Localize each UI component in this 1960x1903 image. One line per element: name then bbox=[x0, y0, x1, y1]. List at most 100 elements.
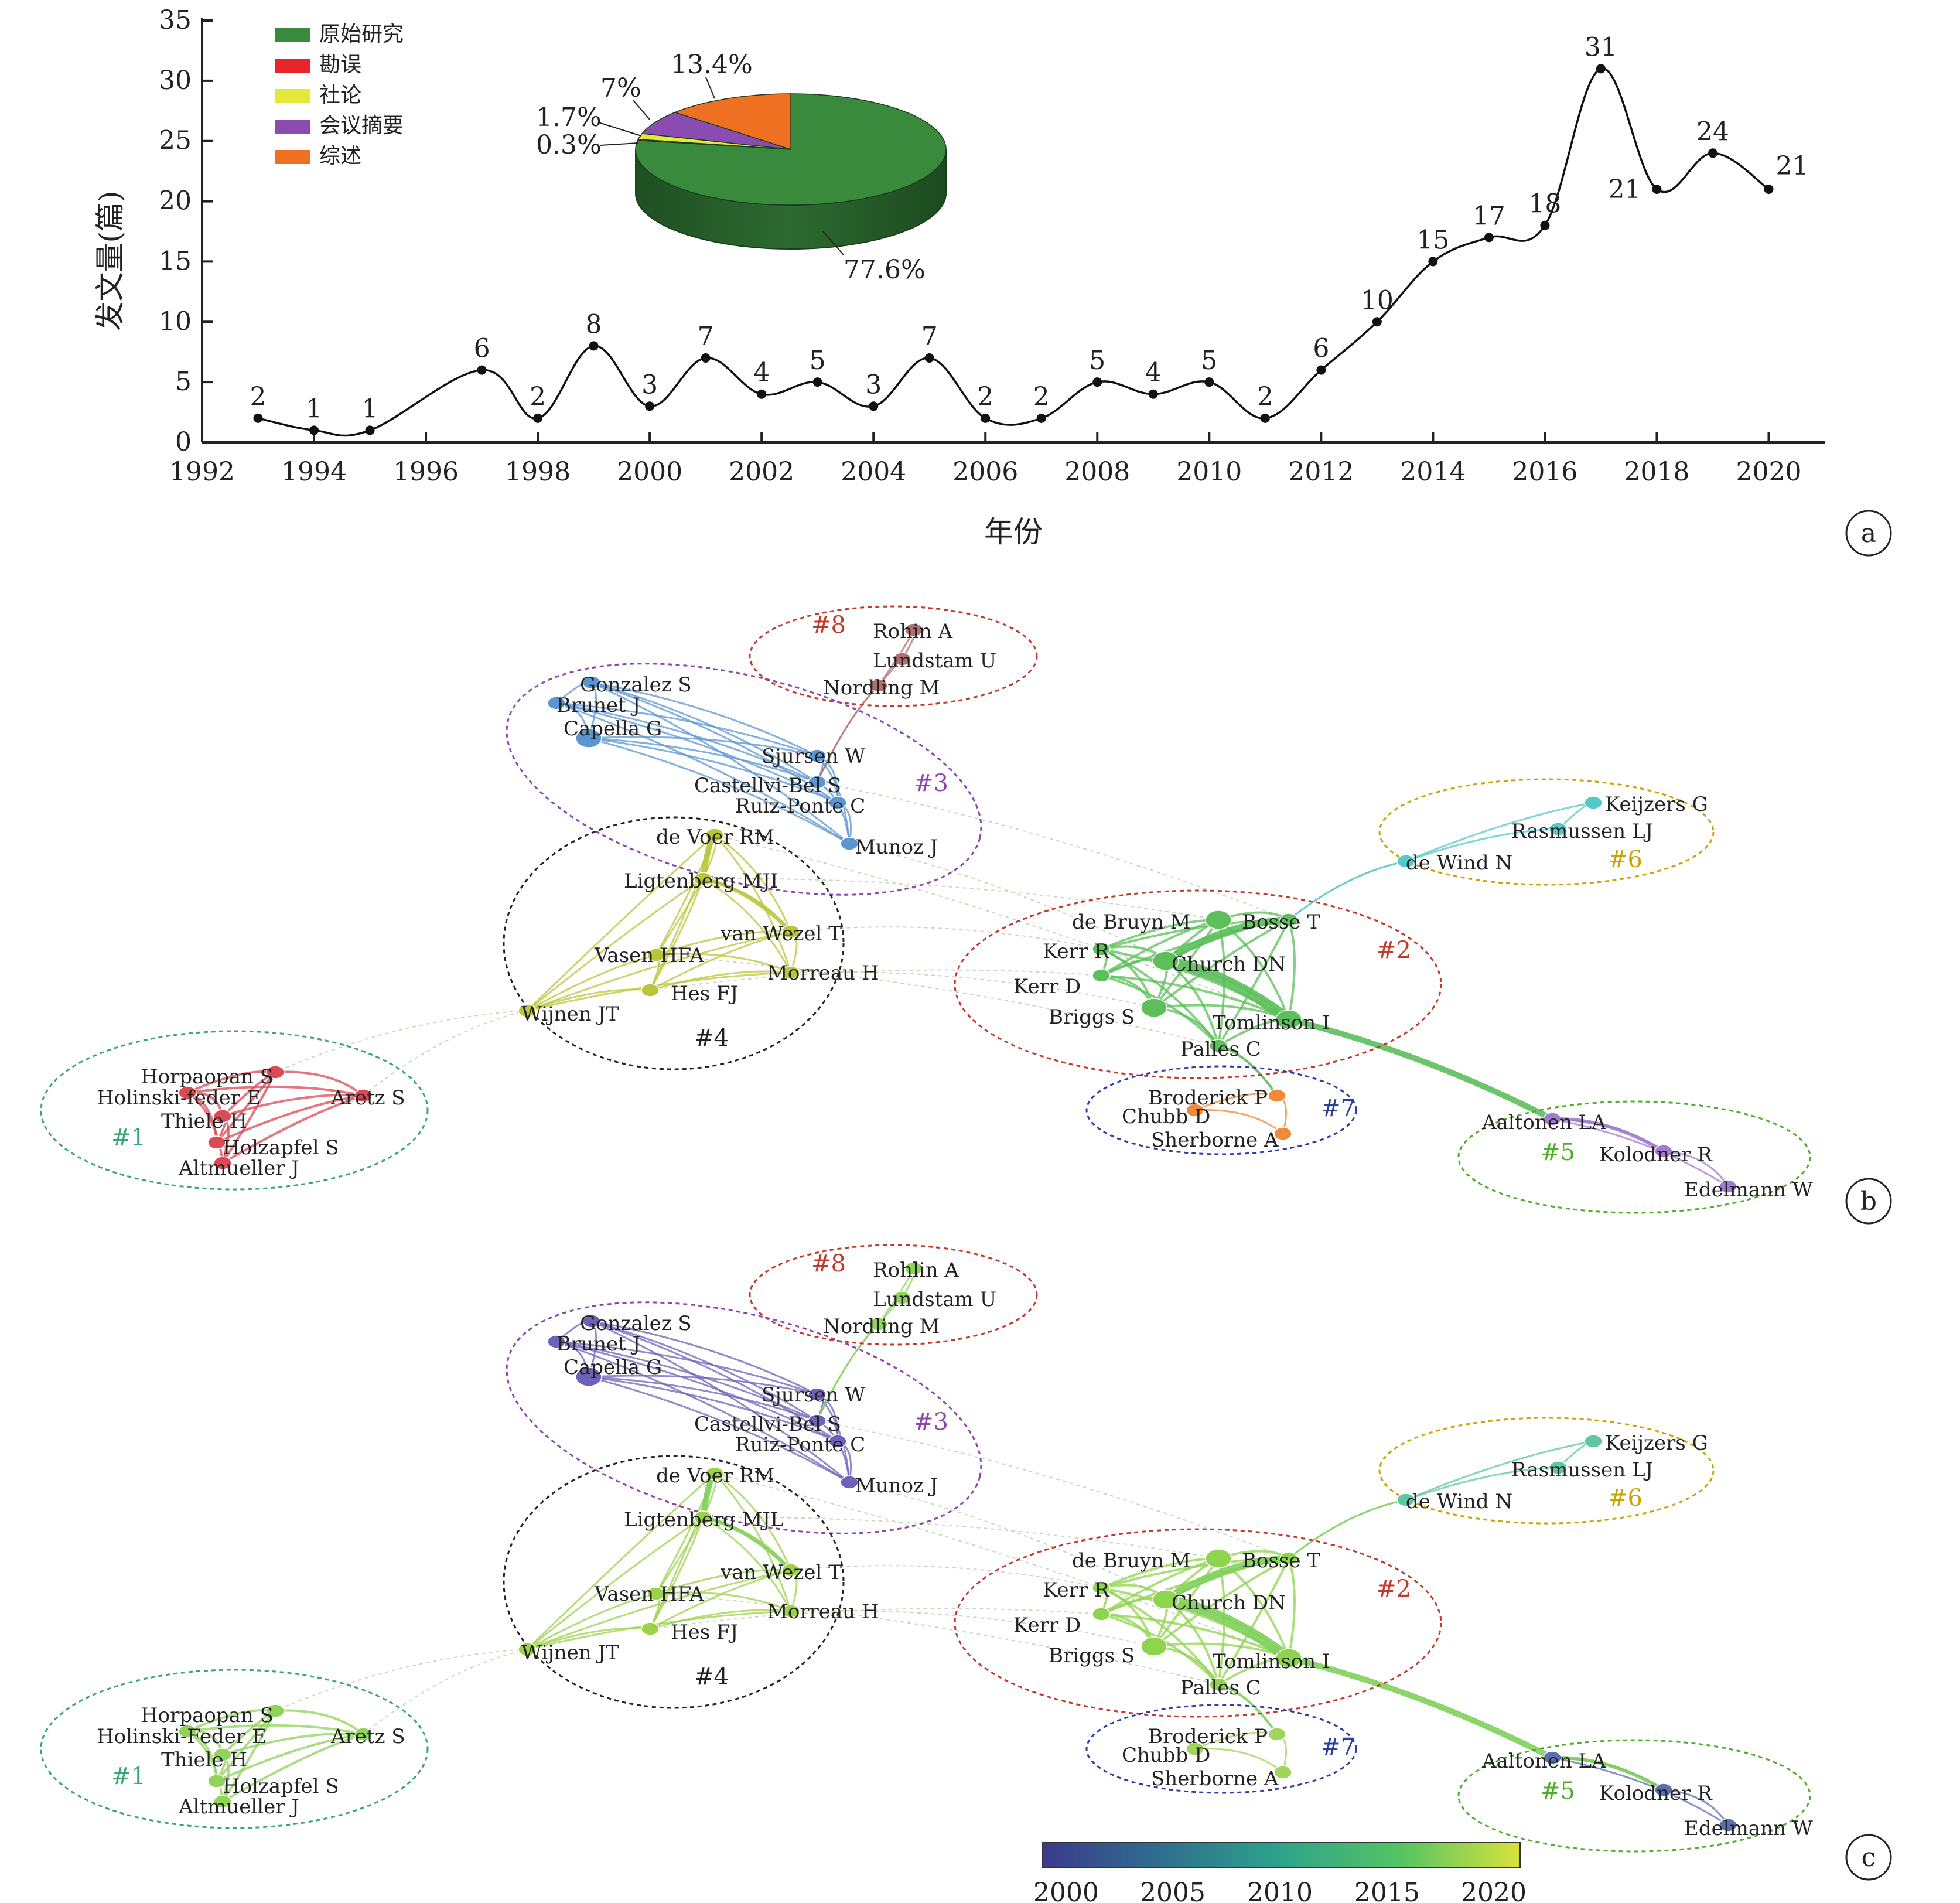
network-node bbox=[1275, 1648, 1302, 1668]
network-edge bbox=[527, 1627, 651, 1650]
node-label-vasen: Vasen HFA bbox=[594, 944, 704, 967]
network-edge bbox=[556, 1341, 850, 1483]
legend-label: 原始研究 bbox=[319, 22, 404, 46]
network-edge bbox=[655, 954, 1219, 1046]
cluster-ellipses bbox=[40, 605, 1811, 1214]
panel-b-network: #8 #3 #4 #6 #2 #7 #5 #1 Rohin A Lundstam U Nordlin… bbox=[40, 605, 1813, 1214]
network-edge bbox=[363, 1649, 528, 1735]
network-edge bbox=[221, 1094, 364, 1164]
node-label-rohin: Rohlin A bbox=[873, 1259, 959, 1282]
network-edge bbox=[363, 1010, 528, 1096]
node-label-holzapfel: Holzapfel S bbox=[223, 1136, 339, 1159]
network-node bbox=[1186, 1742, 1204, 1756]
panel-label-a: a bbox=[1861, 519, 1876, 548]
network-node bbox=[213, 1795, 232, 1809]
legend-swatch bbox=[275, 120, 310, 134]
network-node bbox=[1186, 1103, 1204, 1117]
network-edge bbox=[714, 1473, 1289, 1659]
data-point bbox=[1484, 233, 1494, 243]
data-point bbox=[1148, 389, 1158, 399]
network-node bbox=[1268, 1727, 1286, 1741]
network-node bbox=[213, 1748, 232, 1762]
x-tick-label: 1994 bbox=[281, 457, 347, 487]
network-edge bbox=[714, 1472, 792, 1571]
network-edge bbox=[714, 834, 792, 932]
data-label: 2 bbox=[1257, 382, 1273, 412]
y-tick-label: 30 bbox=[159, 66, 192, 96]
network-node bbox=[1654, 1144, 1673, 1158]
pie-label: 77.6% bbox=[844, 255, 926, 285]
node-label-ruizponte: Ruiz-Ponte C bbox=[735, 794, 865, 818]
network-labels: #8 #3 #4 #6 #2 #7 #5 #1 Rohin A Lundstam U Nordlin… bbox=[97, 612, 1813, 1202]
cluster-ellipse bbox=[506, 1301, 982, 1534]
node-label-church: Church DN bbox=[1172, 1591, 1286, 1615]
network-node bbox=[1719, 1179, 1737, 1193]
network-edge bbox=[556, 702, 818, 783]
node-label-hes: Hes FJ bbox=[671, 982, 738, 1005]
node-label-vasen: Vasen HFA bbox=[594, 1583, 704, 1606]
node-label-kerrd: Kerr D bbox=[1013, 1614, 1081, 1637]
network-edge bbox=[1663, 1150, 1729, 1187]
node-label-wijnen: Wijnen JT bbox=[521, 1641, 619, 1665]
network-node bbox=[781, 1563, 800, 1577]
network-edge bbox=[591, 1320, 838, 1442]
network-node bbox=[1719, 1818, 1737, 1832]
panel-label-circle-b bbox=[1845, 1178, 1892, 1225]
cluster-label: #1 bbox=[111, 1124, 146, 1151]
data-label: 2 bbox=[530, 382, 546, 412]
data-point bbox=[701, 353, 711, 363]
node-label-horpaopan: Horpaopan S bbox=[141, 1065, 274, 1089]
network-node bbox=[207, 1774, 226, 1788]
x-tick-label: 1996 bbox=[393, 457, 459, 487]
network-node bbox=[647, 948, 665, 962]
data-point bbox=[1092, 377, 1102, 387]
network-edge bbox=[713, 1472, 792, 1612]
network-node bbox=[1396, 854, 1415, 868]
panel-a-points bbox=[253, 64, 1774, 435]
y-tick-label: 15 bbox=[159, 246, 192, 276]
network-node bbox=[641, 983, 660, 997]
network-node bbox=[641, 1622, 660, 1636]
network-edge bbox=[849, 1482, 1166, 1600]
network-edge bbox=[1194, 1109, 1283, 1135]
network-edge bbox=[650, 969, 1102, 991]
node-label-aretz: Aretz S bbox=[330, 1086, 405, 1110]
network-edge bbox=[556, 1341, 838, 1442]
y-tick-label: 10 bbox=[159, 306, 192, 336]
node-label-lundstam: Lundstam U bbox=[873, 649, 996, 673]
pie-slice bbox=[674, 93, 791, 151]
node-label-nordling: Nordling M bbox=[823, 1315, 940, 1338]
network-edge bbox=[714, 834, 1289, 1020]
network-node bbox=[1396, 1493, 1415, 1507]
network-node bbox=[207, 1135, 226, 1150]
network-edge bbox=[1288, 919, 1296, 1020]
network-edge bbox=[275, 1010, 528, 1073]
data-point bbox=[309, 425, 319, 435]
network-edge bbox=[1288, 1499, 1406, 1560]
cluster-label: #7 bbox=[1321, 1095, 1355, 1122]
node-label-edelmann: Edelmann W bbox=[1684, 1817, 1813, 1840]
network-node bbox=[1273, 1765, 1292, 1779]
network-node bbox=[1543, 1751, 1562, 1765]
data-point bbox=[869, 401, 879, 411]
node-label-wijnen: Wijnen JT bbox=[521, 1002, 619, 1026]
network-node bbox=[354, 1089, 373, 1103]
data-label: 3 bbox=[641, 370, 658, 400]
x-tick-label: 1998 bbox=[505, 457, 571, 487]
node-label-vanwezel: van Wezel T bbox=[720, 1561, 842, 1584]
network-node bbox=[1092, 942, 1111, 956]
node-label-keijzers: Keijzers G bbox=[1605, 1431, 1708, 1455]
data-point bbox=[477, 365, 487, 375]
network-node bbox=[705, 828, 724, 842]
node-label-broderick: Broderick P bbox=[1148, 1086, 1268, 1110]
node-label-dewind: de Wind N bbox=[1406, 851, 1512, 875]
x-tick-label: 2014 bbox=[1400, 457, 1466, 487]
cluster-label: #8 bbox=[811, 612, 846, 639]
network-edge bbox=[527, 954, 657, 1012]
network-node bbox=[808, 1414, 827, 1428]
cluster-ellipse bbox=[503, 816, 845, 1070]
network-edge bbox=[655, 930, 791, 956]
x-tick-label: 1992 bbox=[169, 457, 235, 487]
